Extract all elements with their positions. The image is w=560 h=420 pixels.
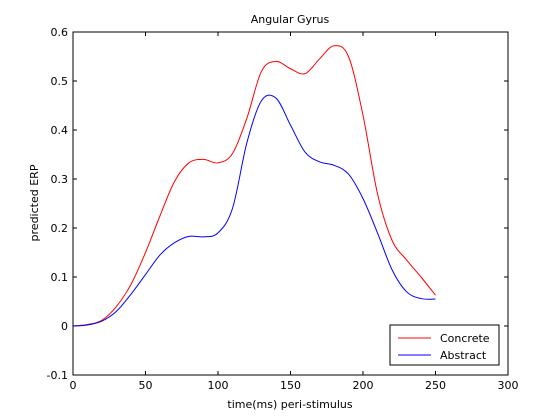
series-line-abstract xyxy=(72,94,436,327)
x-tick-label: 100 xyxy=(208,379,229,392)
plot-area xyxy=(73,32,508,375)
series-layer xyxy=(72,45,436,327)
x-tick-label: 250 xyxy=(425,379,446,392)
plot-frame xyxy=(72,31,509,376)
y-axis-ticks: -0.1 0 0.1 0.2 0.3 0.4 0.5 0.6 xyxy=(47,26,508,382)
legend-label-abstract: Abstract xyxy=(440,349,487,362)
legend-box xyxy=(389,324,500,366)
legend: Concrete Abstract xyxy=(389,324,500,366)
y-tick-label: 0.6 xyxy=(51,26,69,39)
x-tick-label: 150 xyxy=(280,379,301,392)
chart-title: Angular Gyrus xyxy=(251,13,330,26)
y-tick-label: 0 xyxy=(61,320,68,333)
x-axis-label: time(ms) peri-stimulus xyxy=(227,398,352,411)
y-tick-label: 0.5 xyxy=(51,75,69,88)
x-tick-label: 200 xyxy=(353,379,374,392)
y-axis-label: predicted ERP xyxy=(28,164,41,241)
x-tick-label: 300 xyxy=(498,379,519,392)
x-axis-ticks: 0 50 100 150 200 250 300 xyxy=(70,32,519,392)
x-tick-label: 0 xyxy=(70,379,77,392)
y-tick-label: 0.3 xyxy=(51,173,69,186)
y-tick-label: 0.1 xyxy=(51,271,69,284)
y-tick-label: 0.4 xyxy=(51,124,69,137)
legend-label-concrete: Concrete xyxy=(440,332,490,345)
series-line-concrete xyxy=(72,45,436,327)
x-tick-label: 50 xyxy=(139,379,153,392)
y-tick-label: 0.2 xyxy=(51,222,69,235)
y-tick-label: -0.1 xyxy=(47,369,68,382)
